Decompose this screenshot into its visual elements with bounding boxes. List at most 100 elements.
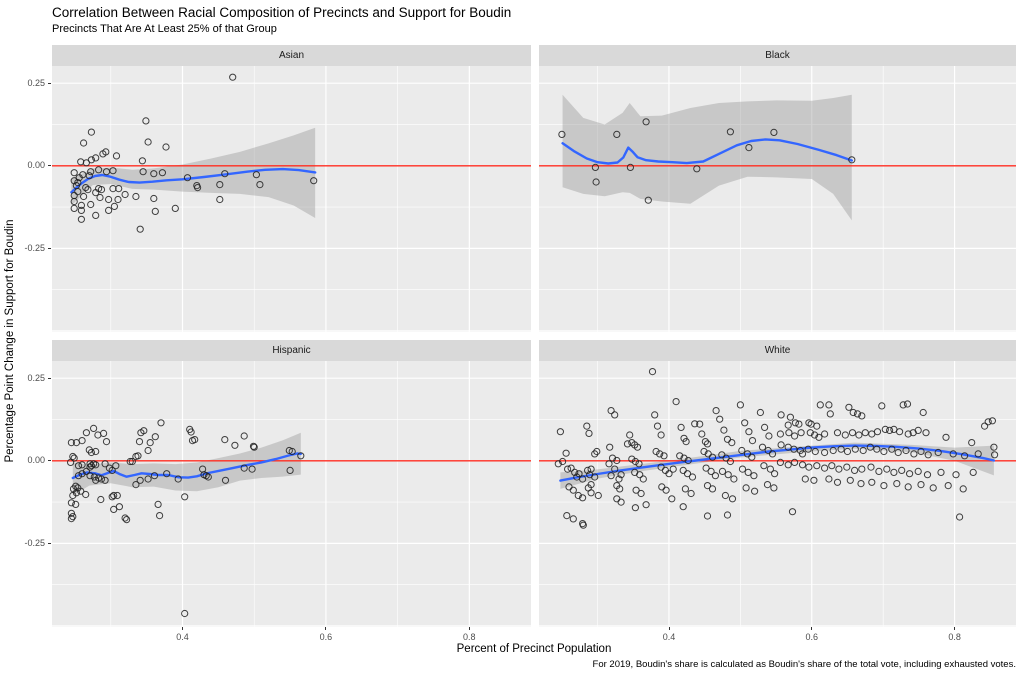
scatter-point [745,428,753,436]
scatter-point [861,429,869,437]
scatter-point [899,401,907,409]
scatter-point [87,128,96,136]
scatter-point [826,410,834,418]
scatter-point [730,475,738,483]
scatter-point [80,139,88,147]
scatter-point [135,438,144,446]
scatter-point [579,494,587,502]
scatter-point [815,433,823,441]
scatter-point [880,482,888,490]
scatter-point [833,478,842,486]
scatter-point [562,449,570,457]
scatter-point [904,483,912,491]
scatter-point [72,439,80,447]
scatter-point [934,448,942,457]
scatter-point [723,511,732,519]
confidence-band [71,127,316,218]
scatter-point [80,192,88,201]
scatter-point [777,411,785,419]
scatter-point [191,436,199,444]
scatter-point [917,447,925,456]
scatter-point [851,445,859,453]
y-tick-mark [48,165,51,167]
x-tick-label: 0.6 [805,632,819,642]
scatter-point [990,443,998,451]
scatter-point [687,489,695,498]
scatter-point [605,460,613,468]
scatter-point [69,513,77,521]
scatter-point [890,468,898,477]
facet-strip-white: White [539,340,1016,361]
scatter-point [70,204,78,212]
scatter-point [843,447,852,456]
scatter-point [724,471,732,479]
scatter-point [569,486,577,494]
scatter-point [75,174,83,182]
scatter-point [904,430,912,438]
scatter-point [157,419,165,427]
scatter-point [101,476,109,484]
scatter-point [816,401,824,409]
scatter-point [72,182,80,190]
scatter-point [855,431,863,439]
scatter-point [707,467,715,476]
scatter-point [151,207,159,215]
scatter-point [607,407,615,415]
scatter-point [216,181,224,189]
scatter-point [756,408,764,417]
scatter-point [764,446,772,455]
scatter-point [720,426,728,434]
panel-background [539,361,1016,627]
scatter-point [914,426,922,435]
scatter-point [142,117,150,125]
scatter-point [128,457,136,466]
scatter-point [770,484,778,492]
scatter-point [703,440,712,448]
x-tick-mark [325,627,327,630]
scatter-point [693,165,701,173]
scatter-point [77,201,85,209]
scatter-point [110,491,118,500]
scatter-point [82,429,91,437]
scatter-point [981,422,989,430]
scatter-point [680,454,688,462]
scatter-point [637,489,645,498]
scatter-point [828,462,836,470]
scatter-point [738,465,747,473]
y-tick-mark [48,460,51,462]
scatter-point [776,430,784,438]
scatter-point [902,446,910,455]
scatter-point [798,450,807,458]
scatter-point [758,443,767,451]
scatter-point [771,470,779,478]
scatter-point [722,454,730,462]
scatter-point [569,515,577,523]
scatter-point [78,470,86,478]
scatter-point [108,466,116,475]
x-tick-label: 0.4 [176,632,189,642]
scatter-point [594,491,602,500]
scatter-point [665,470,673,478]
chart-subtitle: Precincts That Are At Least 25% of that … [52,23,277,35]
scatter-point [679,503,687,511]
scatter-point [716,415,724,423]
scatter-point [712,407,720,415]
scatter-point [82,490,90,499]
scatter-point [583,422,591,430]
y-tick-label: 0.25 [27,77,45,88]
scatter-point [92,189,100,197]
panel-background [539,66,1016,332]
scatter-point [821,464,829,472]
scatter-point [703,512,712,520]
scatter-point [878,402,886,410]
scatter-point [123,516,131,524]
scatter-point [859,446,867,455]
scatter-point [726,457,734,466]
scatter-point [567,464,575,472]
scatter-point [914,467,922,476]
scatter-point [74,462,83,470]
scatter-point [875,467,883,476]
scatter-point [929,484,937,492]
scatter-point [798,461,807,469]
scatter-point [688,473,697,481]
